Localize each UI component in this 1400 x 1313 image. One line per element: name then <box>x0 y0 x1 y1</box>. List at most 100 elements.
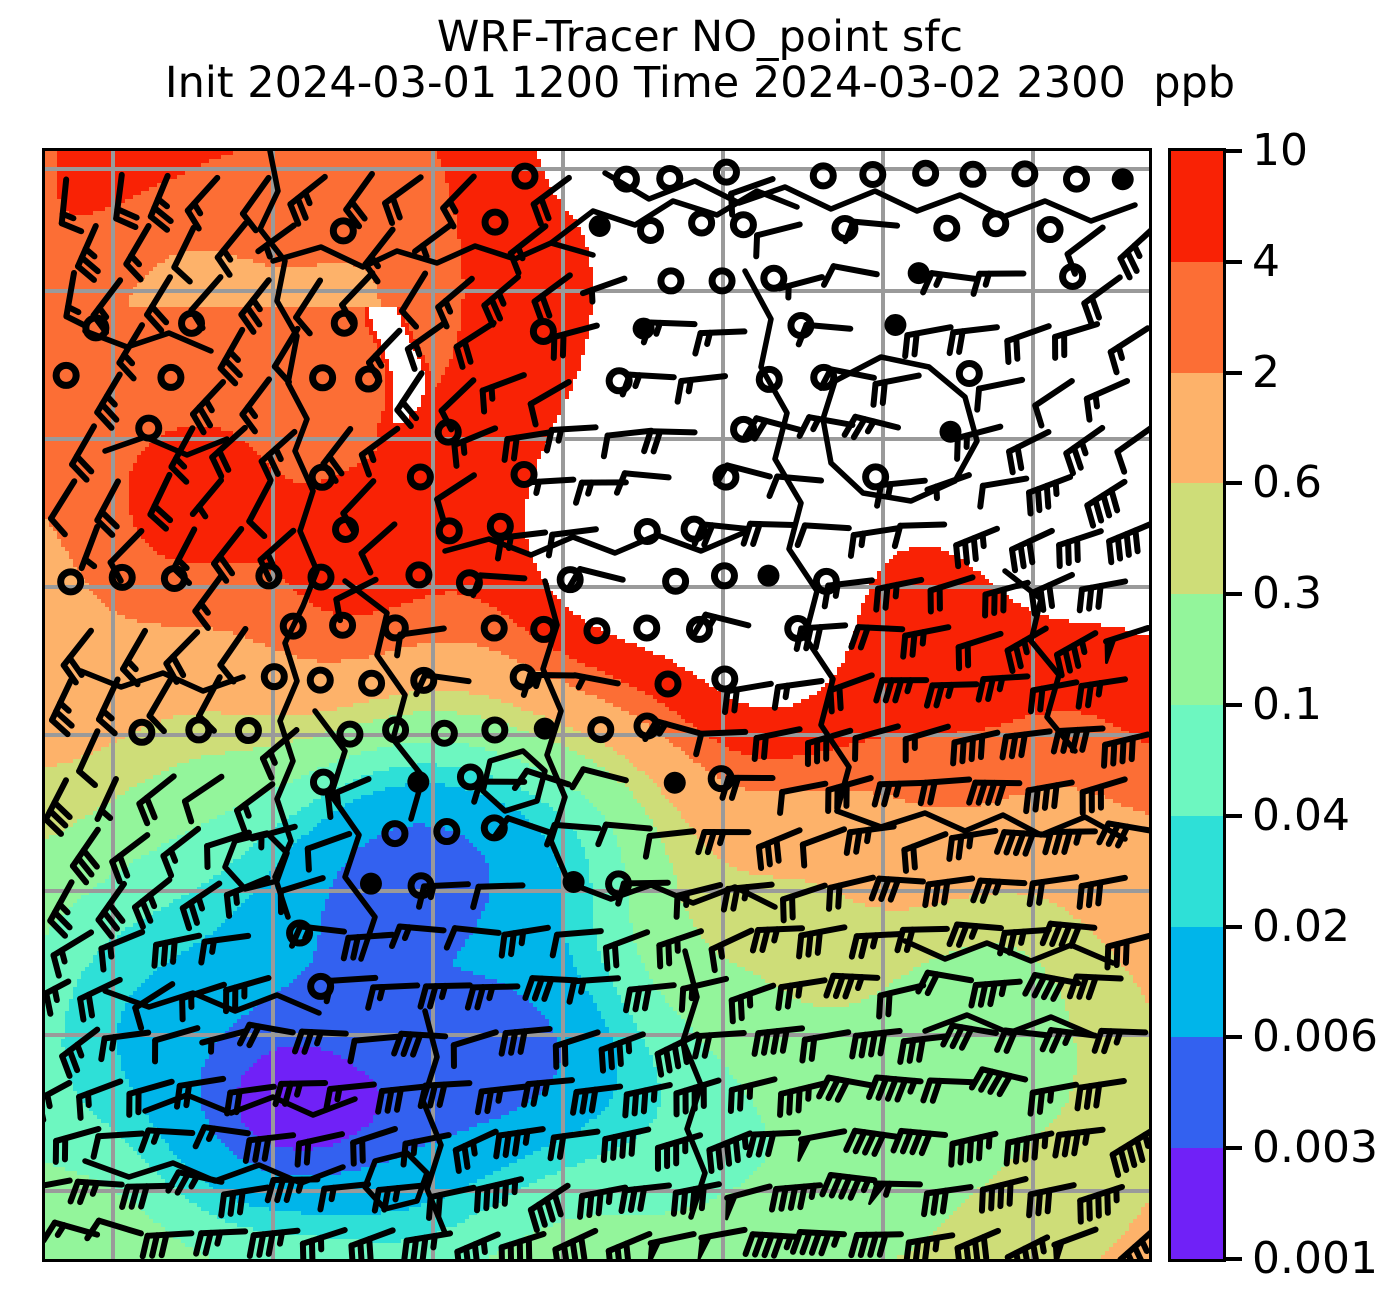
barb-full-10 <box>576 1192 586 1220</box>
barb-full-10 <box>271 363 292 386</box>
contour-cell <box>541 639 625 643</box>
station-marker-ring <box>260 663 288 691</box>
contour-cell <box>497 751 577 755</box>
contour-cell <box>245 1159 389 1163</box>
wind-barb <box>1083 378 1131 423</box>
wind-barb <box>521 1077 576 1108</box>
boundary-line <box>742 268 852 814</box>
contour-cell <box>877 571 981 575</box>
contour-cell <box>721 859 1149 863</box>
barb-full-10 <box>876 992 884 1020</box>
contour-cell <box>233 431 377 435</box>
contour-cell <box>589 871 625 875</box>
contour-cell <box>209 819 285 823</box>
contour-cell <box>245 1071 365 1075</box>
contour-cell <box>209 1051 269 1055</box>
contour-cell <box>177 955 313 959</box>
barb-half-5 <box>124 657 139 673</box>
barb-full-10 <box>410 1236 420 1259</box>
barb-full-10 <box>777 789 786 816</box>
contour-cell <box>657 1071 729 1075</box>
wind-barb <box>777 1080 827 1118</box>
barb-full-10 <box>1004 647 1016 674</box>
contour-cell <box>589 315 1149 319</box>
barb-full-10 <box>216 553 236 577</box>
contour-cell <box>45 1123 109 1127</box>
contour-cell <box>217 815 289 819</box>
barb-full-10 <box>1100 492 1113 519</box>
wind-barb <box>173 1075 227 1110</box>
wind-barb <box>780 882 828 924</box>
contour-cell <box>45 447 145 451</box>
contour-cell <box>289 815 329 819</box>
barb-full-10 <box>857 624 871 651</box>
contour-cell <box>125 199 453 203</box>
contour-cell <box>365 1071 557 1075</box>
barb-half-5 <box>264 550 276 568</box>
contour-cell <box>357 847 477 851</box>
contour-cell <box>605 1019 633 1023</box>
barb-full-10 <box>873 585 882 613</box>
colorbar[interactable]: 10 4 2 0.6 0.3 0.1 0.04 0.02 0.006 0.003 0.001 <box>1168 126 1378 1284</box>
wind-barb <box>498 924 551 959</box>
colorbar-tick-mark <box>1226 924 1242 929</box>
barb-half-5 <box>882 1180 893 1198</box>
barb-full-10 <box>805 930 814 958</box>
contour-cell <box>649 1123 765 1127</box>
contour-cell <box>497 607 569 611</box>
contour-cell <box>729 747 833 751</box>
wind-barb <box>673 1077 722 1118</box>
barb-full-10 <box>365 984 377 1011</box>
barb-full-10 <box>765 1130 777 1158</box>
barb-full-10 <box>547 1134 557 1162</box>
barb-full-10 <box>613 470 628 496</box>
contour-cell <box>521 707 621 711</box>
contour-cell <box>1145 999 1149 1003</box>
wind-barb <box>775 977 828 1011</box>
barb-staff <box>438 377 477 414</box>
barb-full-10 <box>131 904 146 930</box>
barb-full-10 <box>1042 828 1055 856</box>
contour-cell <box>265 459 361 463</box>
contour-cell <box>653 1119 761 1123</box>
barb-half-5 <box>412 340 423 358</box>
barb-full-10 <box>171 264 193 285</box>
station-marker-ring <box>1036 216 1064 244</box>
barb-full-10 <box>641 428 654 455</box>
contour-cell <box>561 779 617 783</box>
contour-cell <box>45 363 385 367</box>
map-plot-area[interactable] <box>42 148 1152 1262</box>
wind-barb <box>94 478 121 538</box>
contour-cell <box>261 1167 361 1171</box>
contour-cell <box>45 163 57 167</box>
contour-cell <box>253 1163 377 1167</box>
contour-cell <box>389 607 497 611</box>
wind-barb <box>678 975 730 1013</box>
barb-full-10 <box>903 1239 912 1259</box>
contour-cell <box>969 1195 1149 1199</box>
barb-half-5 <box>486 983 496 1002</box>
barb-full-10 <box>674 377 685 405</box>
contour-cell <box>109 743 277 747</box>
contour-cell <box>565 935 597 939</box>
contour-cell <box>525 503 1149 507</box>
contour-cell <box>709 943 981 947</box>
contour-cell <box>645 967 745 971</box>
contour-cell <box>345 783 405 787</box>
barb-full-10 <box>45 816 65 837</box>
contour-cell <box>45 779 145 783</box>
contour-cell <box>45 815 85 819</box>
contour-cell <box>709 771 1149 775</box>
colorbar-tick-label: 0.1 <box>1252 679 1322 730</box>
barb-half-5 <box>51 985 60 1004</box>
barb-half-5 <box>982 270 992 288</box>
contour-cell <box>45 659 317 663</box>
contour-cell <box>441 159 541 163</box>
contour-cell <box>389 367 421 371</box>
wind-barb <box>277 875 326 916</box>
contour-cell <box>877 991 1061 995</box>
barb-full-10 <box>930 1189 940 1216</box>
contour-cell <box>201 1095 237 1099</box>
contour-cell <box>321 915 481 919</box>
